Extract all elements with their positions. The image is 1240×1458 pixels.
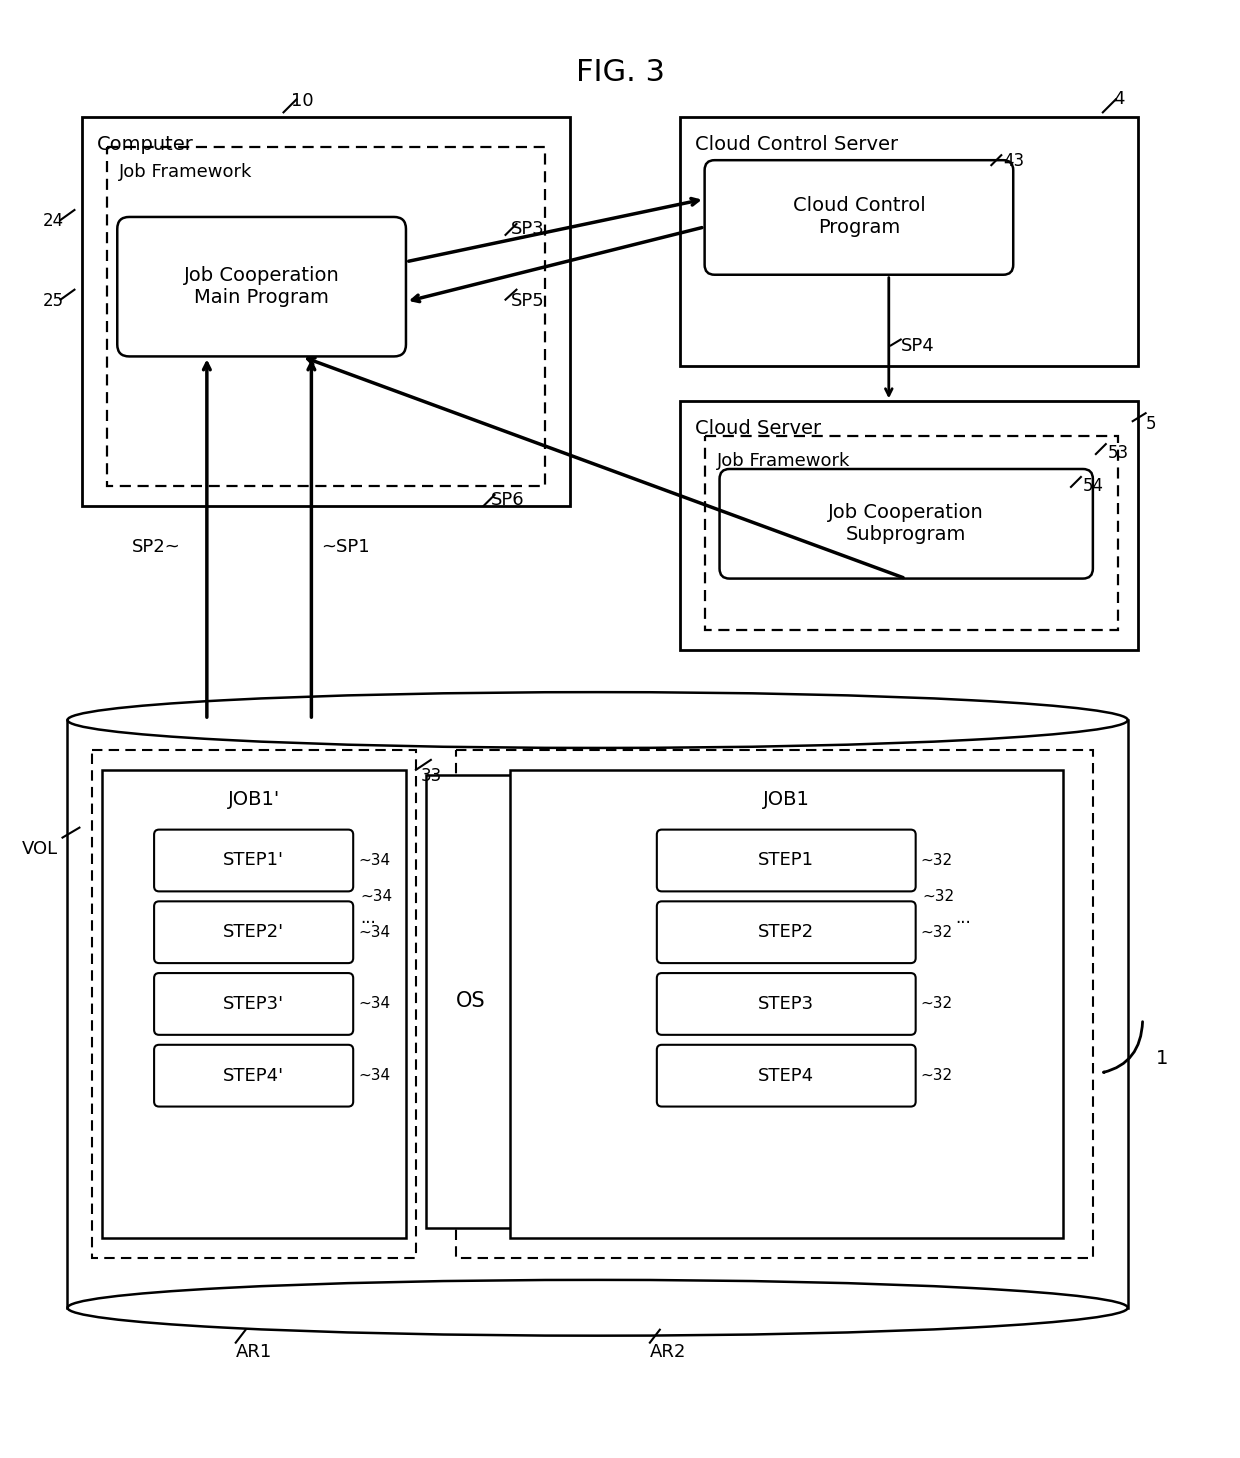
Text: 43: 43 bbox=[1003, 152, 1024, 171]
Text: AR2: AR2 bbox=[650, 1343, 686, 1360]
Text: SP6: SP6 bbox=[491, 491, 525, 509]
Text: VOL: VOL bbox=[21, 840, 57, 857]
Text: 53: 53 bbox=[1107, 445, 1128, 462]
FancyArrowPatch shape bbox=[1104, 1022, 1142, 1073]
Text: SP2~: SP2~ bbox=[133, 538, 181, 555]
FancyBboxPatch shape bbox=[154, 901, 353, 964]
Text: 25: 25 bbox=[42, 292, 63, 309]
Text: 10: 10 bbox=[291, 92, 314, 111]
Text: JOB1': JOB1' bbox=[227, 790, 280, 809]
Bar bbox=[82, 117, 570, 506]
FancyBboxPatch shape bbox=[118, 217, 405, 356]
Bar bbox=[92, 749, 415, 1258]
Text: SP3: SP3 bbox=[511, 220, 544, 238]
Text: STEP4: STEP4 bbox=[758, 1067, 815, 1085]
Text: STEP3': STEP3' bbox=[223, 994, 284, 1013]
Text: ~SP1: ~SP1 bbox=[321, 538, 370, 555]
Text: Cloud Control
Program: Cloud Control Program bbox=[792, 197, 925, 238]
Text: Cloud Server: Cloud Server bbox=[694, 420, 821, 439]
FancyBboxPatch shape bbox=[704, 160, 1013, 274]
Text: SP5: SP5 bbox=[511, 292, 544, 309]
Text: Computer: Computer bbox=[98, 136, 195, 155]
FancyBboxPatch shape bbox=[154, 830, 353, 891]
Text: ~32: ~32 bbox=[920, 924, 952, 940]
Text: Job Framework: Job Framework bbox=[717, 452, 849, 469]
Bar bbox=[680, 117, 1137, 366]
FancyBboxPatch shape bbox=[657, 972, 915, 1035]
FancyBboxPatch shape bbox=[719, 469, 1092, 579]
Text: STEP2': STEP2' bbox=[223, 923, 284, 942]
Text: ...: ... bbox=[360, 910, 376, 927]
FancyBboxPatch shape bbox=[657, 1045, 915, 1107]
Text: 33: 33 bbox=[420, 767, 443, 784]
Text: Cloud Control Server: Cloud Control Server bbox=[694, 136, 898, 155]
Text: ~32: ~32 bbox=[920, 996, 952, 1012]
Text: ~34: ~34 bbox=[358, 924, 391, 940]
Text: ~34: ~34 bbox=[358, 996, 391, 1012]
FancyBboxPatch shape bbox=[657, 830, 915, 891]
Text: STEP3: STEP3 bbox=[758, 994, 815, 1013]
Text: AR1: AR1 bbox=[236, 1343, 272, 1360]
Text: 4: 4 bbox=[1112, 90, 1125, 108]
Text: 1: 1 bbox=[1157, 1048, 1169, 1067]
FancyBboxPatch shape bbox=[657, 901, 915, 964]
Bar bbox=[680, 401, 1137, 650]
Text: FIG. 3: FIG. 3 bbox=[575, 57, 665, 86]
Ellipse shape bbox=[67, 693, 1127, 748]
Text: ~34: ~34 bbox=[358, 1069, 391, 1083]
Text: JOB1: JOB1 bbox=[763, 790, 810, 809]
Bar bbox=[704, 436, 1117, 630]
Bar bbox=[103, 770, 405, 1238]
Text: OS: OS bbox=[456, 991, 486, 1010]
Text: 54: 54 bbox=[1083, 477, 1104, 494]
Text: 5: 5 bbox=[1146, 416, 1156, 433]
Text: STEP4': STEP4' bbox=[223, 1067, 284, 1085]
Bar bbox=[108, 147, 546, 486]
Text: Job Cooperation
Subprogram: Job Cooperation Subprogram bbox=[828, 503, 983, 544]
Text: ...: ... bbox=[956, 910, 971, 927]
Text: ~32: ~32 bbox=[920, 1069, 952, 1083]
Text: ~34: ~34 bbox=[360, 889, 392, 904]
Text: ~32: ~32 bbox=[920, 853, 952, 868]
Text: STEP1': STEP1' bbox=[223, 851, 284, 869]
Bar bbox=[425, 774, 516, 1228]
Text: STEP1: STEP1 bbox=[758, 851, 815, 869]
Text: Job Cooperation
Main Program: Job Cooperation Main Program bbox=[184, 267, 340, 308]
Text: SP4: SP4 bbox=[900, 337, 935, 356]
Text: STEP2: STEP2 bbox=[758, 923, 815, 942]
Text: ~32: ~32 bbox=[923, 889, 955, 904]
Text: ~34: ~34 bbox=[358, 853, 391, 868]
FancyBboxPatch shape bbox=[154, 1045, 353, 1107]
Bar bbox=[456, 749, 1092, 1258]
FancyBboxPatch shape bbox=[154, 972, 353, 1035]
Text: Job Framework: Job Framework bbox=[119, 163, 253, 181]
Text: 24: 24 bbox=[42, 211, 63, 230]
Bar bbox=[511, 770, 1063, 1238]
